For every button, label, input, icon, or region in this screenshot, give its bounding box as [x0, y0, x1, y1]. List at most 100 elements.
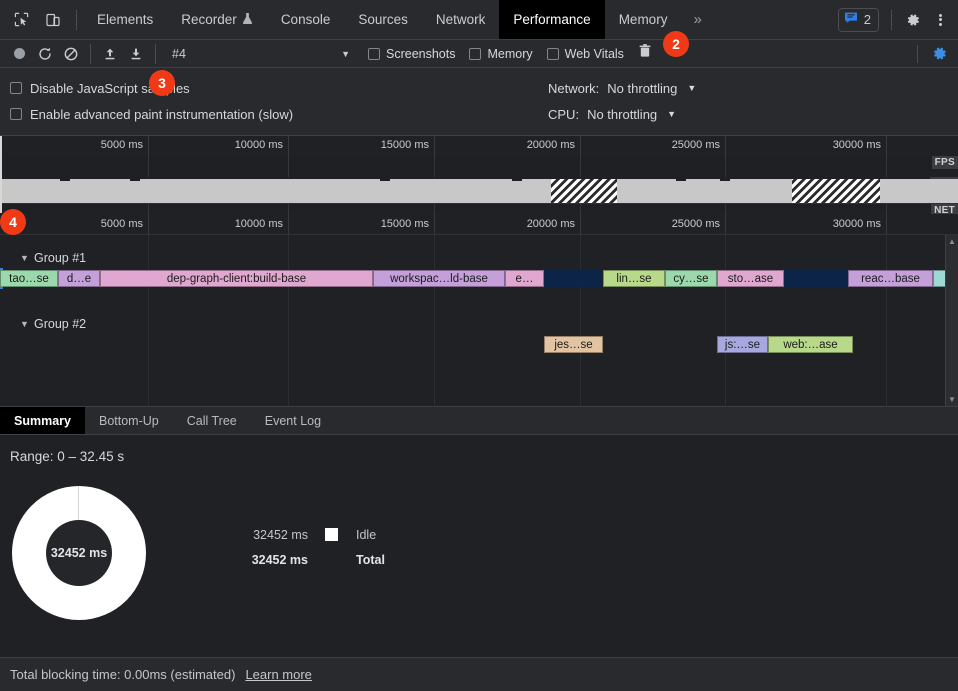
flame-event-block[interactable]: jes…se [544, 336, 603, 353]
flame-chart-body[interactable]: ▼ Group #1 tao…se d…e dep-graph-client:build… [0, 235, 958, 406]
flame-event-block[interactable]: dep-graph-client:build-base [100, 270, 373, 287]
cpu-busy-segment [0, 179, 551, 203]
flask-icon [242, 12, 253, 28]
reload-and-record-button[interactable] [32, 43, 58, 65]
total-blocking-time-text: Total blocking time: 0.00ms (estimated) [10, 667, 236, 682]
checkbox-screenshots[interactable]: Screenshots [368, 47, 455, 61]
capture-settings-pane: Disable JavaScript samples Network: No t… [0, 68, 958, 136]
flame-event-block[interactable]: d…e [58, 270, 100, 287]
load-profile-icon[interactable] [97, 43, 123, 65]
flame-event-block[interactable]: cy…se [665, 270, 717, 287]
tab-summary[interactable]: Summary [0, 407, 85, 434]
flame-group-title: Group #2 [34, 316, 87, 331]
save-profile-icon[interactable] [123, 43, 149, 65]
more-tabs-icon[interactable]: » [693, 11, 702, 28]
overview-track-net-label: NET [931, 204, 958, 217]
flame-event-block[interactable] [784, 270, 848, 287]
console-message-badge[interactable]: 2 [837, 7, 879, 32]
overview-grid-line [148, 156, 149, 177]
timeline-overview[interactable]: 5000 ms 10000 ms 15000 ms 20000 ms 25000 ms 3… [0, 136, 958, 217]
record-button[interactable] [6, 43, 32, 65]
tab-call-tree[interactable]: Call Tree [173, 407, 251, 434]
cpu-throttling-label: CPU: [548, 106, 580, 122]
checkbox-web-vitals[interactable]: Web Vitals [546, 46, 624, 61]
legend-total-swatch [325, 553, 338, 566]
capture-settings-gear-icon[interactable] [926, 43, 952, 65]
flame-event-block[interactable]: reac…base [848, 270, 933, 287]
cpu-throttling-group: CPU: No throttling ▼ [548, 107, 676, 122]
flame-event-block[interactable]: tao…se [0, 270, 58, 287]
flame-event-block[interactable]: e… [505, 270, 544, 287]
checkbox-memory[interactable]: Memory [469, 47, 533, 61]
overview-track-cpu: CPU [0, 177, 958, 203]
devtools-tabstrip: Elements Recorder Console Sources Networ… [0, 0, 958, 40]
overview-track-fps: FPS [0, 156, 958, 177]
legend-idle-swatch [325, 528, 338, 541]
gear-icon[interactable] [900, 7, 926, 33]
overview-tick-line [288, 136, 289, 156]
overview-track-net: NET [0, 203, 958, 217]
checkbox-web-vitals-label: Web Vitals [564, 46, 624, 61]
flame-group-header[interactable]: ▼ Group #2 [0, 315, 86, 332]
cpu-idle-notch [512, 177, 522, 181]
flame-grid-line [725, 235, 726, 406]
tab-elements[interactable]: Elements [83, 0, 167, 39]
checkbox-web-vitals-box[interactable] [546, 47, 559, 60]
console-message-count: 2 [863, 12, 871, 27]
tab-network[interactable]: Network [422, 0, 500, 39]
tab-memory[interactable]: Memory [605, 0, 682, 39]
clear-recording-button[interactable] [58, 43, 84, 65]
flame-event-block[interactable] [544, 270, 602, 287]
checkbox-memory-box[interactable] [469, 47, 482, 60]
flame-event-block[interactable]: workspac…ld-base [373, 270, 505, 287]
flame-event-block[interactable]: lin…se [603, 270, 665, 287]
toolbar-divider-1 [90, 43, 91, 64]
learn-more-link[interactable]: Learn more [245, 667, 312, 682]
scroll-down-icon[interactable]: ▼ [948, 395, 956, 404]
flame-event-block[interactable]: js:…se [717, 336, 768, 353]
tab-recorder[interactable]: Recorder [167, 0, 267, 39]
checkbox-advanced-paint-box[interactable] [10, 108, 22, 120]
flame-tick-label: 5000 ms [100, 218, 143, 230]
overview-window-left-handle[interactable] [0, 136, 2, 213]
trash-icon[interactable] [638, 43, 652, 64]
profile-select[interactable]: #4 ▼ [168, 43, 354, 65]
legend-row-idle[interactable]: 32452 ms Idle [226, 522, 385, 547]
status-footer: Total blocking time: 0.00ms (estimated) … [0, 657, 958, 691]
donut-center-label: 32452 ms [50, 546, 108, 560]
tab-network-label: Network [435, 12, 486, 27]
cpu-throttling-select[interactable]: No throttling ▼ [587, 107, 676, 122]
device-toolbar-icon[interactable] [40, 7, 66, 33]
toolbar-divider-3 [917, 44, 918, 63]
flame-chart-scrollbar[interactable]: ▲ ▼ [945, 235, 958, 406]
flame-group-header[interactable]: ▼ Group #1 [0, 249, 86, 266]
inspect-button-group [0, 7, 70, 33]
overview-grid-line [886, 156, 887, 177]
tab-console[interactable]: Console [267, 0, 345, 39]
inspect-element-icon[interactable] [8, 7, 34, 33]
donut-seam [78, 486, 79, 520]
checkbox-disable-js-samples[interactable]: Disable JavaScript samples [0, 81, 548, 96]
scroll-up-icon[interactable]: ▲ [948, 237, 956, 246]
checkbox-screenshots-box[interactable] [368, 47, 380, 60]
tab-performance[interactable]: Performance [499, 0, 605, 39]
tab-sources[interactable]: Sources [344, 0, 422, 39]
flame-event-block[interactable]: web:…ase [768, 336, 853, 353]
checkbox-advanced-paint[interactable]: Enable advanced paint instrumentation (s… [0, 107, 548, 122]
tab-event-log[interactable]: Event Log [251, 407, 335, 434]
kebab-menu-icon[interactable] [928, 7, 952, 33]
network-throttling-select[interactable]: No throttling ▼ [607, 81, 696, 96]
tab-bottom-up[interactable]: Bottom-Up [85, 407, 173, 434]
chevron-down-icon[interactable]: ▼ [20, 318, 29, 329]
donut-ring[interactable] [12, 486, 146, 620]
cpu-busy-segment [880, 179, 958, 203]
flame-chart-ruler: 5000 ms 10000 ms 15000 ms 20000 ms 25000 ms 3… [0, 214, 958, 235]
overview-grid-line [434, 156, 435, 177]
flame-chart[interactable]: 5000 ms 10000 ms 15000 ms 20000 ms 25000 ms 3… [0, 214, 958, 406]
flame-tick-label: 10000 ms [234, 218, 283, 230]
chevron-down-icon[interactable]: ▼ [20, 252, 29, 263]
flame-event-block[interactable]: sto…ase [717, 270, 784, 287]
checkbox-disable-js-samples-box[interactable] [10, 82, 22, 94]
cpu-throttling-value: No throttling [587, 106, 658, 122]
